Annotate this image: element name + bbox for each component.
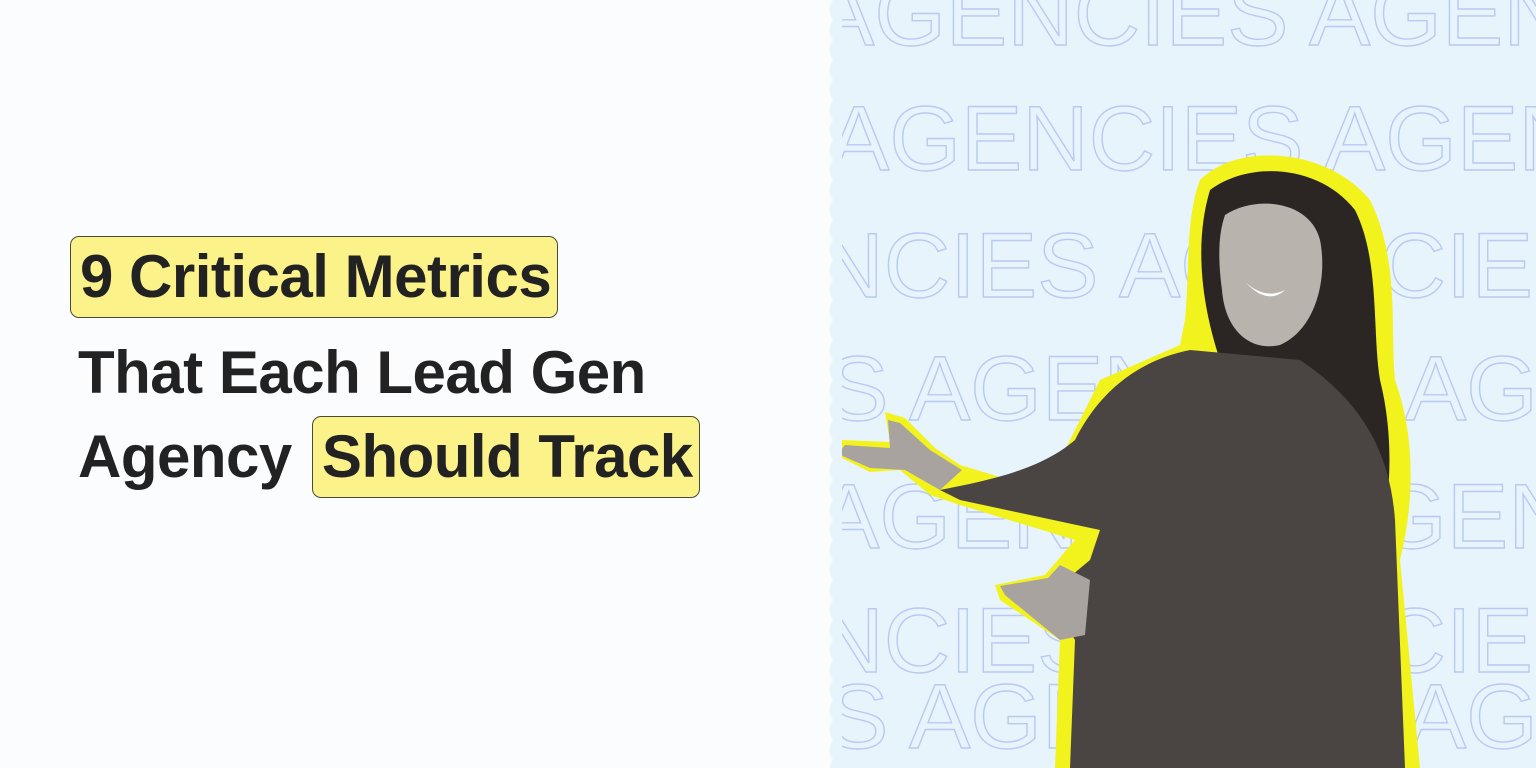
wavy-edge bbox=[829, 0, 842, 768]
left-panel: 9 Critical Metrics That Each Lead Gen Ag… bbox=[70, 236, 700, 498]
agencies-pattern: AGENCIES AGENCIES AGENCIES AGENCIES AGEN… bbox=[833, 0, 1536, 768]
person-illustration bbox=[833, 155, 1420, 768]
headline-line-1: 9 Critical Metrics bbox=[70, 236, 559, 318]
background-word: AGENCIES AGENCIES AGENCIES AGENCIES bbox=[833, 88, 1536, 190]
headline-highlight-2: Should Track bbox=[311, 416, 700, 498]
headline-line-3: Agency Should Track bbox=[78, 416, 700, 498]
headline-highlight-1: 9 Critical Metrics bbox=[70, 236, 559, 318]
wavy-edge-shape bbox=[829, 0, 842, 768]
background-word: AGENCIES AGENCIES AGENCIES AGENCIES bbox=[833, 0, 1536, 65]
headline-line-2: That Each Lead Gen bbox=[78, 339, 646, 406]
right-panel: AGENCIES AGENCIES AGENCIES AGENCIES AGEN… bbox=[833, 0, 1536, 768]
headline-plain-3: Agency bbox=[78, 423, 292, 490]
background-word: AGENCIES AGENCIES AGENCIES AGENCIES bbox=[833, 215, 1536, 317]
